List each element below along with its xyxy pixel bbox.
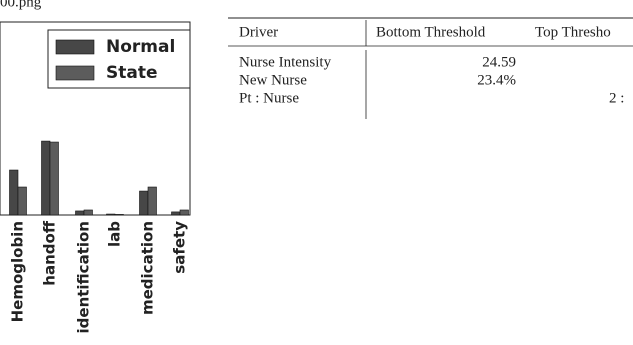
bar: [17, 186, 27, 216]
bar: [106, 213, 116, 216]
x-tick-label: lab: [106, 221, 124, 247]
table-cell: 24.59: [482, 54, 516, 70]
x-tick-label: handoff: [41, 220, 59, 286]
plot-frame: [0, 21, 191, 216]
table-header: Bottom Threshold: [376, 24, 486, 40]
legend-swatch: [55, 39, 95, 55]
x-tick-label: medication: [139, 221, 157, 315]
bar: [41, 140, 51, 216]
table-header: Driver: [239, 24, 278, 40]
bar: [83, 209, 93, 216]
bar: [139, 190, 149, 216]
bar: [171, 211, 181, 216]
table-cell: Pt : Nurse: [239, 90, 299, 106]
table-cell: 23.4%: [477, 72, 516, 88]
legend: Normal State: [47, 29, 191, 89]
x-tick-label: safety: [171, 221, 189, 274]
bar: [9, 169, 19, 216]
bar: [49, 141, 59, 216]
bar: [179, 209, 189, 216]
table-header: Top Thresho: [535, 24, 611, 40]
file-name: 00.png: [0, 0, 42, 10]
legend-label: Normal: [106, 37, 175, 57]
legend-label: State: [106, 63, 158, 83]
x-tick-label: identification: [75, 221, 93, 333]
legend-swatch: [55, 65, 95, 81]
bar: [114, 214, 124, 216]
table-cell: 2 :: [609, 90, 624, 106]
bar: [147, 186, 157, 216]
table-cell: Nurse Intensity: [239, 54, 332, 70]
x-tick-label: Hemoglobin: [9, 221, 27, 322]
bar: [75, 210, 85, 216]
table-cell: New Nurse: [239, 72, 307, 88]
